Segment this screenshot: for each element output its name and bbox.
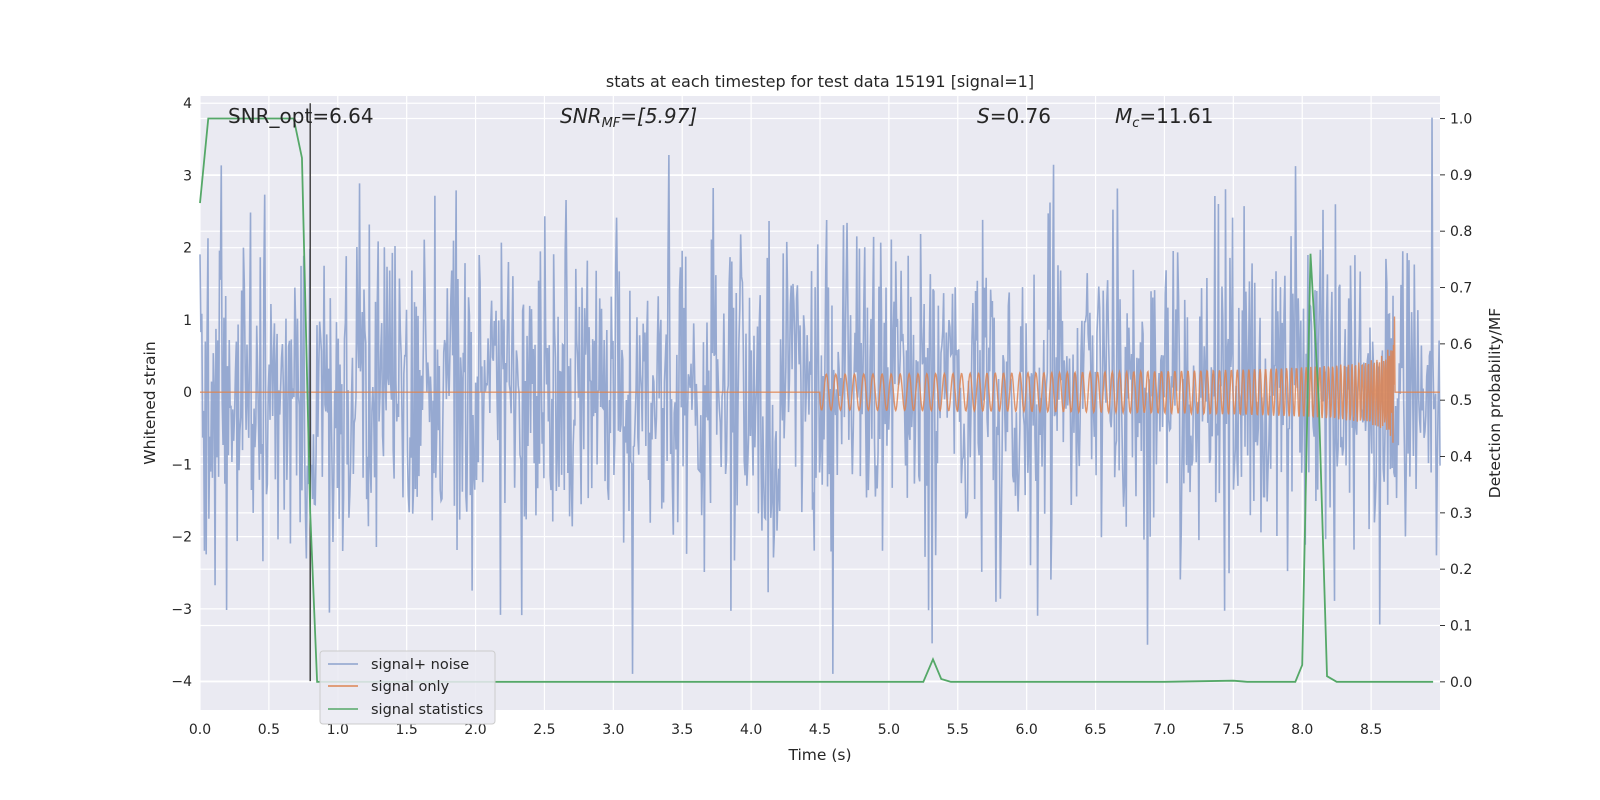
y-right-tick-label: 0.1 xyxy=(1450,619,1472,635)
x-tick-label: 1.0 xyxy=(327,722,349,738)
annotation-s-value: =0.76 xyxy=(990,104,1051,128)
annotation-snr-mf-value: =[5.97] xyxy=(620,104,697,128)
series-signal-only-line xyxy=(200,316,1440,443)
annotation-mc-symbol: M xyxy=(1115,104,1132,128)
y-tick-label: 0 xyxy=(183,385,192,401)
marks-layer xyxy=(199,103,1434,683)
y-right-tick-labels: 1.0 0.9 0.8 0.7 0.6 0.5 0.4 0.3 0.2 0.1 0.0 xyxy=(1440,112,1472,691)
x-tick-label: 2.0 xyxy=(464,722,486,738)
x-tick-label: 2.5 xyxy=(533,722,555,738)
x-tick-label: 5.5 xyxy=(947,722,969,738)
legend-label-signal-statistics: signal statistics xyxy=(371,702,483,718)
x-tick-label: 5.0 xyxy=(878,722,900,738)
annotation-mc-sub: c xyxy=(1132,116,1139,131)
annotation-snr-opt: SNR_opt=6.64 xyxy=(228,104,374,128)
y-right-tick-label: 0.6 xyxy=(1450,337,1472,353)
y-tick-label: −3 xyxy=(171,602,192,618)
x-tick-label: 7.5 xyxy=(1222,722,1244,738)
x-tick-label: 3.5 xyxy=(671,722,693,738)
y-tick-label: −1 xyxy=(171,457,192,473)
x-tick-label: 0.5 xyxy=(258,722,280,738)
annotation-snr-mf-base: SNR xyxy=(560,104,602,128)
annotation-s: S=0.76 xyxy=(977,104,1051,128)
y-tick-label: 4 xyxy=(183,96,192,112)
x-tick-label: 8.5 xyxy=(1360,722,1382,738)
x-tick-label: 6.5 xyxy=(1084,722,1106,738)
y-tick-label: 2 xyxy=(183,241,192,257)
annotation-mc-value: =11.61 xyxy=(1139,104,1213,128)
y-tick-label: 3 xyxy=(183,168,192,184)
series-layer xyxy=(199,117,1441,674)
annotation-snr-mf: SNRMF=[5.97] xyxy=(560,104,697,131)
x-tick-label: 4.0 xyxy=(740,722,762,738)
chart-title: stats at each timestep for test data 151… xyxy=(606,72,1034,91)
series-signal-statistics-line xyxy=(199,117,1434,683)
y-axis-label: Whitened strain xyxy=(141,341,159,464)
x-tick-label: 6.0 xyxy=(1016,722,1038,738)
y-right-tick-label: 1.0 xyxy=(1450,112,1472,128)
y-tick-label: −2 xyxy=(171,530,192,546)
y-right-axis-label: Detection probability/MF xyxy=(1486,308,1504,499)
x-tick-label: 7.0 xyxy=(1153,722,1175,738)
legend-label-signal-only: signal only xyxy=(371,679,450,695)
y-right-tick-label: 0.8 xyxy=(1450,224,1472,240)
x-tick-label: 3.0 xyxy=(602,722,624,738)
x-tick-label: 1.5 xyxy=(396,722,418,738)
legend-box xyxy=(319,650,496,725)
y-right-tick-label: 0.0 xyxy=(1450,675,1472,691)
x-tick-labels: 0.0 0.5 1.0 1.5 2.0 2.5 3.0 3.5 4.0 4.5 5.0 5.5 6.0 6… xyxy=(189,722,1382,738)
x-tick-label: 0.0 xyxy=(189,722,211,738)
legend-label-signal-noise: signal+ noise xyxy=(371,657,469,673)
legend: signal+ noise signal only signal statist… xyxy=(319,650,496,725)
y-right-tick-label: 0.3 xyxy=(1450,506,1472,522)
annotation-snr-mf-sub: MF xyxy=(602,116,621,131)
y-right-tick-label: 0.5 xyxy=(1450,393,1472,409)
y-tick-labels: 4 3 2 1 0 −1 −2 −3 −4 xyxy=(171,96,192,690)
x-tick-label: 8.0 xyxy=(1291,722,1313,738)
y-right-tick-label: 0.9 xyxy=(1450,168,1472,184)
annotation-mc: Mc=11.61 xyxy=(1115,104,1213,131)
y-right-tick-label: 0.7 xyxy=(1450,281,1472,297)
y-tick-label: −4 xyxy=(171,674,192,690)
series-signal-noise-line xyxy=(199,117,1441,674)
y-right-tick-label: 0.4 xyxy=(1450,450,1472,466)
x-tick-label: 4.5 xyxy=(809,722,831,738)
y-right-tick-label: 0.2 xyxy=(1450,562,1472,578)
x-axis-label: Time (s) xyxy=(787,746,851,764)
y-tick-label: 1 xyxy=(183,313,192,329)
annotation-s-symbol: S xyxy=(977,104,990,128)
